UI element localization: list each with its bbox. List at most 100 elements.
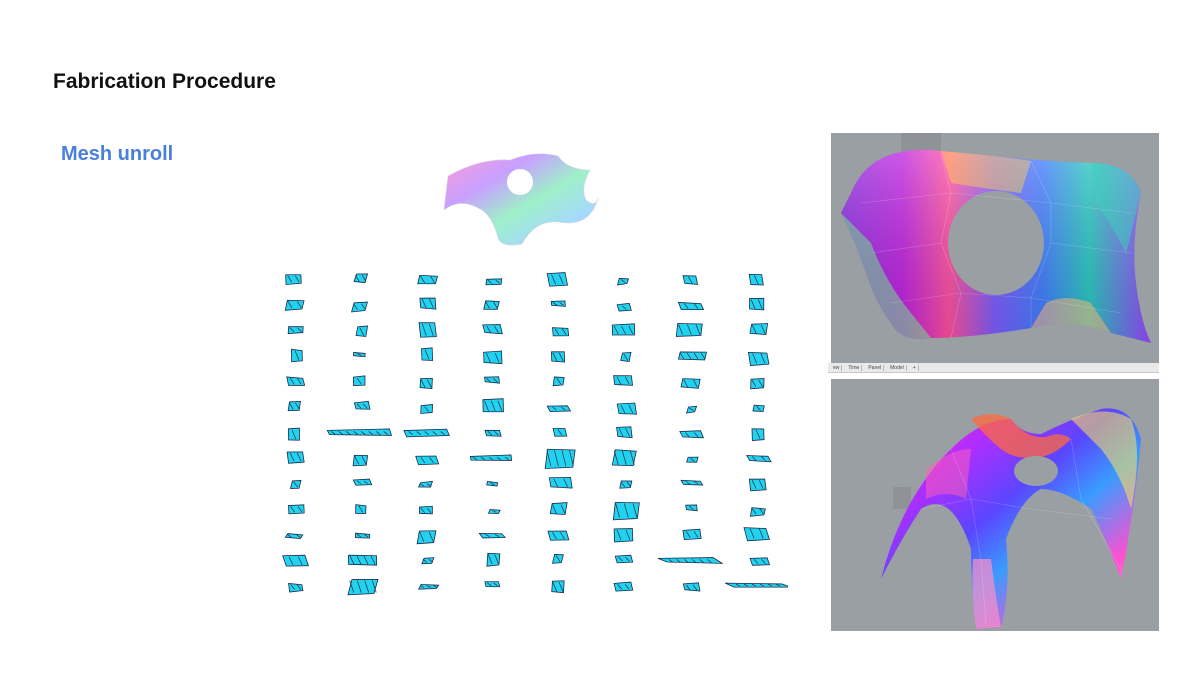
unrolled-piece [288, 427, 300, 441]
unrolled-piece [749, 297, 765, 311]
unrolled-piece [613, 581, 634, 592]
unrolled-piece [351, 301, 368, 313]
unrolled-piece [680, 378, 701, 389]
unrolled-piece [552, 376, 565, 387]
unrolled-piece [749, 507, 766, 517]
unrolled-piece [418, 322, 437, 338]
slide-title: Fabrication Procedure [53, 70, 276, 93]
unrolled-piece [353, 400, 371, 410]
unrolled-piece [616, 426, 633, 439]
unrolled-piece [347, 578, 379, 596]
unrolled-piece [612, 502, 640, 521]
unrolled-piece [613, 375, 634, 386]
unrolled-piece [725, 582, 788, 588]
viewport-tab-bar: ew Time Panel Model + [828, 363, 1159, 373]
unrolled-piece [486, 480, 499, 487]
unrolled-piece [747, 351, 770, 366]
unrolled-piece [749, 323, 769, 336]
unrolled-piece [403, 428, 450, 438]
unrolled-piece [286, 376, 306, 386]
unrolled-piece [749, 557, 771, 566]
unrolled-piece [685, 405, 698, 414]
unrolled-piece [485, 278, 503, 286]
unrolled-piece [682, 275, 699, 285]
unrolled-piece [679, 430, 705, 439]
unrolled-piece [548, 476, 573, 489]
viewport-tab[interactable]: ew [831, 364, 843, 371]
viewport-top-view[interactable] [831, 133, 1159, 363]
unrolled-piece [420, 404, 433, 414]
unrolled-piece [352, 478, 373, 486]
unrolled-piece [752, 404, 765, 412]
unrolled-piece [483, 300, 500, 310]
viewport-perspective[interactable] [831, 379, 1159, 631]
unrolled-piece [686, 456, 699, 463]
unrolled-piece [483, 350, 503, 365]
unrolled-piece [617, 278, 630, 286]
unrolled-piece [685, 504, 698, 512]
unrolled-piece [680, 479, 704, 486]
unrolled-piece [677, 301, 705, 311]
unrolled-piece [289, 479, 302, 489]
unrolled-piece [682, 528, 702, 541]
mesh-preview-thumbnail [443, 153, 599, 246]
unrolled-piece [469, 454, 513, 461]
unrolled-piece [616, 402, 637, 415]
unrolled-piece [551, 327, 570, 337]
unrolled-piece [353, 352, 366, 358]
unrolled-piece [417, 274, 438, 285]
unrolled-piece [551, 580, 565, 594]
viewport-tab[interactable]: Panel [866, 364, 885, 371]
unrolled-piece [483, 376, 500, 384]
unrolled-piece [326, 428, 393, 436]
unrolled-piece [421, 557, 435, 565]
unrolled-piece [619, 480, 633, 489]
unrolled-piece [677, 351, 707, 361]
unrolled-piece [549, 502, 568, 515]
mesh-render-top [841, 133, 1151, 343]
unrolled-piece [355, 532, 371, 539]
unrolled-piece [751, 428, 765, 442]
unrolled-piece [484, 581, 501, 588]
unrolled-piece [682, 582, 701, 592]
viewport-tab[interactable]: Model [888, 364, 907, 371]
unrolled-piece [487, 509, 501, 514]
unrolled-piece [284, 299, 305, 311]
unrolled-piece [614, 554, 634, 564]
unrolled-piece [284, 533, 304, 540]
unrolled-piece [544, 448, 576, 469]
unrolled-piece [290, 348, 303, 363]
unrolled-piece [287, 326, 304, 334]
unrolled-piece [616, 302, 632, 312]
unrolled-piece [611, 449, 637, 467]
unrolled-piece [286, 451, 305, 464]
unrolled-piece [355, 504, 367, 514]
unrolled-piece [419, 505, 433, 515]
unrolled-piece [353, 375, 366, 386]
unrolled-piece [419, 297, 437, 310]
unrolled-piece [418, 584, 440, 590]
unrolled-piece [417, 480, 434, 488]
unrolled-piece [486, 552, 501, 567]
unrolled-piece [285, 274, 302, 285]
unrolled-piece [657, 557, 724, 564]
unrolled-piece [419, 377, 433, 390]
unrolled-piece [748, 273, 764, 286]
unrolled-piece [287, 401, 301, 412]
unrolled-piece [416, 530, 437, 545]
unrolled-piece [748, 478, 767, 492]
unrolled-piece [547, 530, 570, 541]
unrolled-piece [546, 272, 569, 287]
unrolled-piece [613, 528, 634, 543]
unrolled-piece [478, 532, 507, 539]
unrolled-piece [551, 554, 564, 564]
viewport-tab[interactable]: Time [846, 364, 863, 371]
unrolled-piece [546, 405, 572, 412]
unrolled-piece [288, 504, 305, 515]
unrolled-piece [482, 324, 503, 335]
unrolled-piece [620, 351, 632, 362]
unrolled-piece [675, 323, 703, 337]
unrolled-piece [355, 325, 369, 337]
add-viewport-tab[interactable]: + [911, 364, 919, 371]
unrolled-piece [750, 378, 765, 390]
